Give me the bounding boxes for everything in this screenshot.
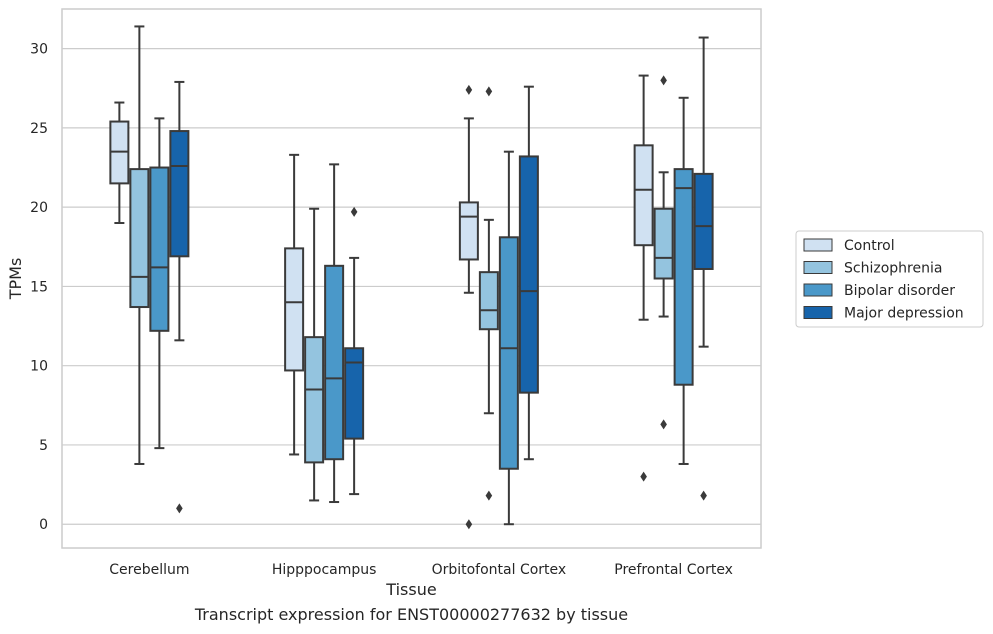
- box-1-0: [129, 25, 150, 465]
- outlier-point: [350, 206, 358, 217]
- box-1-2: [478, 86, 499, 501]
- y-tick-label: 15: [30, 279, 48, 295]
- x-tick-labels: Cerebellum Hipppocampus Orbitofontal Corte…: [109, 562, 733, 578]
- box-body: [149, 166, 170, 332]
- outlier-point: [640, 471, 647, 482]
- box-3-3: [693, 36, 714, 501]
- y-tick-label: 25: [30, 121, 48, 137]
- x-tick-label: Cerebellum: [109, 562, 189, 578]
- box-body: [498, 236, 519, 470]
- legend-swatch: [803, 238, 833, 252]
- box-body: [304, 336, 325, 464]
- outlier-point: [176, 503, 183, 514]
- outlier-point: [465, 84, 473, 95]
- box-body: [693, 172, 714, 270]
- y-tick-label: 0: [39, 517, 48, 533]
- boxes: [109, 25, 714, 530]
- legend-frame: [795, 230, 984, 328]
- box-body: [653, 207, 674, 280]
- box-body: [458, 201, 479, 261]
- y-tick-label: 5: [39, 438, 48, 454]
- box-0-3: [633, 74, 654, 482]
- box-0-2: [458, 84, 479, 530]
- box-2-0: [149, 117, 170, 450]
- outlier-point: [485, 86, 493, 97]
- box-body: [129, 168, 150, 309]
- figure-caption: Transcript expression for ENST0000027763…: [194, 605, 629, 624]
- box-body: [673, 168, 694, 386]
- outlier-point: [660, 419, 667, 430]
- outlier-point: [700, 490, 707, 501]
- legend-swatch: [803, 261, 833, 274]
- outlier-point: [485, 490, 493, 501]
- legend-label: Bipolar disorder: [844, 283, 955, 299]
- y-tick-label: 10: [30, 359, 48, 375]
- x-axis-label: Tissue: [385, 580, 436, 599]
- y-axis-label: TPMs: [6, 258, 25, 301]
- box-body: [169, 130, 190, 258]
- plot-area-frame: [61, 8, 762, 549]
- y-tick-label: 30: [30, 42, 48, 58]
- legend-swatch: [803, 283, 833, 297]
- x-tick-label: Orbitofontal Cortex: [432, 562, 567, 578]
- legend-swatch: [803, 306, 833, 319]
- outlier-point: [465, 519, 473, 530]
- box-body: [344, 347, 365, 440]
- box-2-3: [673, 96, 694, 465]
- legend-label: Major depression: [844, 306, 964, 322]
- box-2-2: [498, 150, 519, 526]
- y-tick-labels: 0 5 10 15 20 25 30: [30, 42, 48, 534]
- box-0-1: [284, 153, 305, 456]
- box-body: [633, 144, 654, 247]
- legend-label: Control: [844, 238, 895, 254]
- box-3-2: [518, 85, 539, 461]
- legend: Control Schizophrenia Bipolar disorder Majo…: [795, 230, 984, 328]
- legend-label: Schizophrenia: [844, 261, 942, 277]
- outlier-point: [660, 75, 667, 86]
- box-2-1: [324, 163, 345, 504]
- x-tick-label: Hipppocampus: [272, 562, 377, 578]
- box-body: [284, 247, 305, 372]
- box-1-3: [653, 75, 674, 430]
- box-0-0: [109, 101, 130, 225]
- box-3-0: [169, 80, 190, 514]
- box-body: [324, 264, 345, 461]
- box-1-1: [304, 207, 325, 502]
- box-body: [518, 155, 539, 394]
- y-tick-label: 20: [30, 200, 48, 216]
- box-3-1: [344, 206, 365, 496]
- x-tick-label: Prefrontal Cortex: [614, 562, 733, 578]
- box-body: [478, 271, 499, 331]
